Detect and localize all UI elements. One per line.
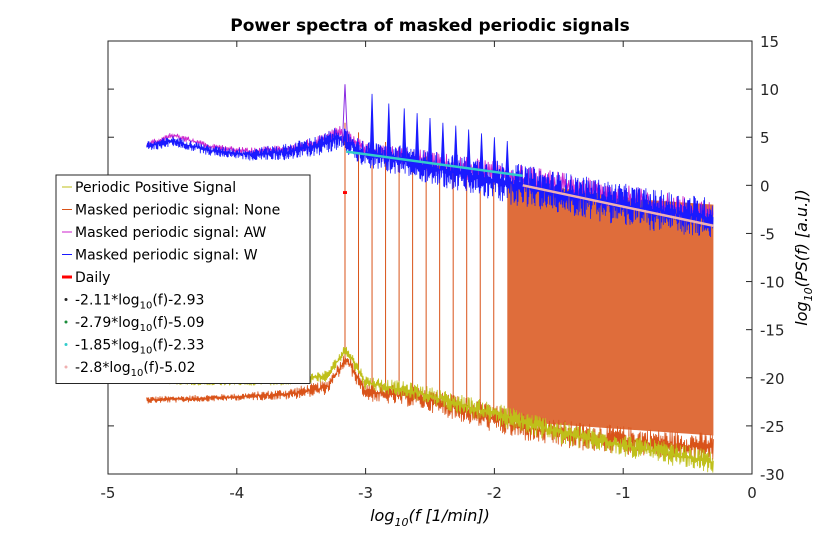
fit-line-cyan — [346, 150, 523, 177]
legend-label: Masked periodic signal: W — [75, 248, 258, 264]
series-w-peak — [504, 141, 510, 183]
y-tick-label: -25 — [760, 418, 785, 436]
legend-swatch — [64, 320, 68, 324]
x-tick-label: -3 — [358, 484, 373, 502]
y-axis-label: log10(PS(f) [a.u.]) — [792, 189, 815, 325]
legend-label: -2.8*log10(f)-5.02 — [75, 360, 195, 379]
y-tick-label: -30 — [760, 466, 785, 484]
chart-title: Power spectra of masked periodic signals — [230, 16, 629, 36]
legend: Periodic Positive Signal Masked periodic … — [55, 174, 311, 384]
legend-box — [55, 174, 311, 384]
x-axis-label: log10(f [1/min]) — [370, 506, 490, 529]
y-tick-label: 0 — [760, 177, 770, 195]
y-tick-label: -5 — [760, 225, 775, 243]
x-tick-label: -2 — [487, 484, 502, 502]
x-tick-label: -1 — [616, 484, 631, 502]
y-tick-label: 10 — [760, 81, 779, 99]
y-axis: 15 10 5 0 -5 -10 -15 -20 -25 -30 — [108, 33, 785, 484]
x-axis: -5 -4 -3 -2 -1 0 — [101, 41, 757, 502]
series-w-peak — [386, 103, 392, 159]
x-tick-label: -4 — [229, 484, 244, 502]
series-w-peak — [401, 108, 407, 162]
series-w-peak — [453, 125, 459, 173]
legend-label: Daily — [75, 270, 110, 286]
legend-label: Masked periodic signal: None — [75, 203, 280, 219]
legend-label: -2.79*log10(f)-5.09 — [75, 315, 204, 334]
series-w-peak — [479, 133, 484, 178]
series-w-peak — [427, 117, 433, 168]
series-w-line — [146, 128, 714, 238]
x-tick-label: 0 — [747, 484, 757, 502]
series-w-peak — [440, 122, 446, 170]
y-tick-label: 15 — [760, 33, 779, 51]
legend-swatch — [64, 298, 68, 301]
y-tick-label: -15 — [760, 322, 785, 340]
series-w-peak — [492, 137, 497, 181]
series-w-peak — [369, 93, 375, 156]
legend-label: Periodic Positive Signal — [75, 180, 236, 196]
legend-label: Masked periodic signal: AW — [75, 225, 267, 241]
legend-label: -2.11*log10(f)-2.93 — [75, 293, 204, 312]
series-w-peak — [466, 129, 471, 176]
fit-line-pink — [522, 184, 714, 227]
series-none-dense-region — [507, 180, 714, 436]
legend-swatch — [64, 365, 68, 369]
x-tick-label: -5 — [101, 484, 116, 502]
y-tick-label: -20 — [760, 370, 785, 388]
series-w-daily-peak — [341, 84, 349, 143]
legend-label: -1.85*log10(f)-2.33 — [75, 338, 204, 357]
plot-area — [146, 84, 714, 473]
series-w-peak — [414, 113, 420, 165]
y-tick-label: 5 — [760, 129, 770, 147]
y-tick-label: -10 — [760, 274, 785, 292]
legend-swatch — [64, 343, 68, 346]
